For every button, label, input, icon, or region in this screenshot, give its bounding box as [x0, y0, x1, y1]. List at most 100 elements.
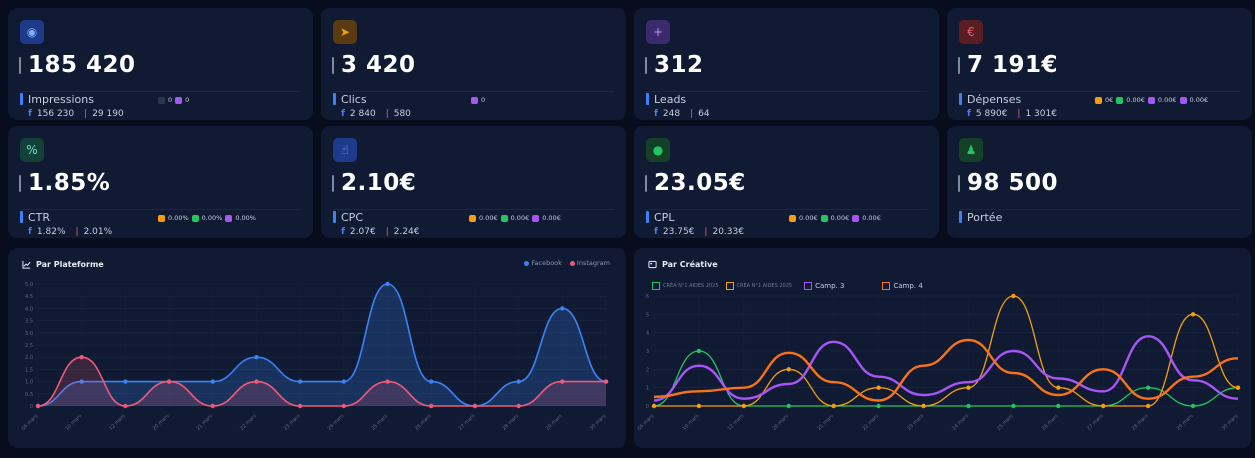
extra-value: 0.00% — [201, 214, 223, 222]
x-tick-label: 24 mars — [951, 413, 970, 432]
line-chart-icon — [22, 260, 31, 269]
creative-legend: CRÉA N°1 AIDES 2025 CRÉA N°1 AIDES 2025 … — [652, 282, 923, 290]
platform-chart-title: Par Plateforme — [22, 260, 104, 269]
kpi-platform-breakdown: f 23.75€ | 20.33€ — [654, 227, 744, 237]
extra-value-icon — [1179, 96, 1187, 104]
legend-camp-3[interactable]: Camp. 3 — [804, 282, 844, 290]
kpi-label: CPL — [645, 211, 675, 224]
extra-value-icon — [191, 214, 199, 222]
kpi-card-portée: ♟ 98 500 Portée — [947, 126, 1252, 238]
extra-value: 0.00€ — [510, 214, 530, 222]
data-point — [429, 379, 434, 384]
kpi-extra-values: 0€ 0.00€ 0.00€ 0.00€ — [1095, 96, 1208, 104]
data-point — [603, 379, 609, 384]
data-point — [123, 403, 128, 409]
kpi-value: 3 420 — [332, 52, 416, 78]
eye-icon: ◉ — [20, 20, 44, 44]
y-tick-label: 1 — [646, 386, 649, 392]
x-tick-label: 12 mars — [108, 413, 127, 432]
x-tick-label: 12 mars — [726, 413, 745, 432]
data-point — [1056, 385, 1061, 390]
kpi-label: CPC — [333, 211, 363, 224]
circle-icon: ● — [646, 138, 670, 162]
platform-legend: Facebook Instagram — [524, 259, 610, 267]
instagram-icon: | — [84, 109, 88, 119]
y-tick-label: 2.0 — [25, 355, 33, 361]
extra-value-icon — [789, 214, 796, 222]
data-point — [560, 379, 565, 384]
series-line-3 — [653, 338, 1239, 402]
legend-crea-2[interactable]: CRÉA N°1 AIDES 2025 — [725, 282, 792, 290]
kpi-card-cpl: ● 23.05€ CPL f 23.75€ | 20.33€ 0.00€ 0.00€ 0.00€ — [634, 126, 939, 238]
data-point — [560, 306, 565, 311]
facebook-icon: f — [341, 109, 345, 119]
extra-value-icon — [1095, 96, 1102, 104]
x-tick-label: 28 mars — [1131, 413, 1150, 432]
y-tick-label: 5 — [646, 312, 649, 318]
kpi-label: Clics — [333, 93, 367, 106]
kpi-label: CTR — [19, 211, 51, 224]
legend-camp-4[interactable]: Camp. 4 — [882, 282, 923, 290]
extra-value-icon — [1116, 96, 1124, 104]
data-point — [651, 403, 657, 409]
legend-crea-1[interactable]: CRÉA N°1 AIDES 2025 — [652, 282, 719, 290]
extra-value-icon — [820, 214, 828, 222]
x-tick-label: 23 mars — [283, 413, 302, 432]
facebook-icon: f — [28, 109, 32, 119]
data-point — [297, 379, 303, 384]
percent-icon: % — [20, 138, 44, 162]
kpi-label: Dépenses — [958, 93, 1022, 106]
x-tick-label: 30 mars — [1221, 413, 1240, 432]
instagram-icon: | — [1017, 109, 1021, 119]
data-point — [297, 403, 303, 409]
instagram-icon: | — [690, 109, 694, 119]
data-point — [1145, 403, 1151, 409]
y-tick-label: 0 — [30, 404, 33, 410]
data-point — [696, 403, 702, 409]
extra-value: 0.00€ — [1126, 96, 1145, 104]
extra-value-icon — [225, 214, 233, 222]
y-tick-label: 2 — [646, 367, 649, 373]
x-tick-label: 27 mars — [458, 413, 477, 432]
x-tick-label: 21 mars — [816, 413, 835, 432]
data-point — [516, 403, 521, 409]
x-tick-label: 10 mars — [64, 413, 83, 432]
extra-value: 0€ — [1105, 96, 1114, 104]
kpi-value: 23.05€ — [645, 170, 746, 196]
data-point — [429, 403, 434, 409]
x-tick-label: 22 mars — [239, 413, 258, 432]
data-point — [1011, 403, 1016, 409]
users-icon: ♟ — [959, 138, 983, 162]
extra-value-icon — [500, 214, 508, 222]
creative-line-chart: 0 1 2 3 4 5 6 06 mars 10 mars 12 mars 20 mars 21 ma… — [637, 293, 1241, 432]
kpi-value: 185 420 — [19, 52, 136, 78]
x-tick-label: 30 mars — [589, 413, 608, 432]
data-point — [1145, 385, 1151, 390]
legend-instagram[interactable]: Instagram — [569, 259, 610, 267]
kpi-value: 312 — [645, 52, 704, 78]
data-point — [166, 379, 172, 384]
data-point — [1235, 385, 1241, 390]
kpi-extra-values: 0.00€ 0.00€ 0.00€ — [469, 214, 561, 222]
kpi-divider — [646, 209, 927, 210]
x-tick-label: 29 mars — [545, 413, 564, 432]
instagram-icon: | — [385, 227, 389, 237]
kpi-extra-values: 0 — [471, 96, 485, 104]
kpi-card-cpc: ☝ 2.10€ CPC f 2.07€ | 2.24€ 0.00€ 0.00€ 0.00€ — [321, 126, 626, 238]
legend-facebook[interactable]: Facebook — [524, 259, 562, 267]
creative-chart-card: Par Créative CRÉA N°1 AIDES 2025 CRÉA N°… — [634, 248, 1251, 448]
y-tick-label: 5.0 — [25, 282, 33, 288]
data-point — [123, 379, 128, 384]
kpi-label: Portée — [958, 211, 1003, 224]
kpi-card-clics: ➤ 3 420 Clics f 2 840 | 580 0 — [321, 8, 626, 120]
x-tick-label: 23 mars — [906, 413, 925, 432]
image-icon — [648, 260, 657, 269]
data-point — [385, 281, 390, 287]
kpi-value: 2.10€ — [331, 170, 417, 196]
extra-value: 0.00% — [168, 214, 189, 222]
x-tick-label: 26 mars — [1041, 413, 1060, 432]
extra-value-icon — [471, 96, 478, 104]
creative-chart-title: Par Créative — [648, 260, 718, 269]
